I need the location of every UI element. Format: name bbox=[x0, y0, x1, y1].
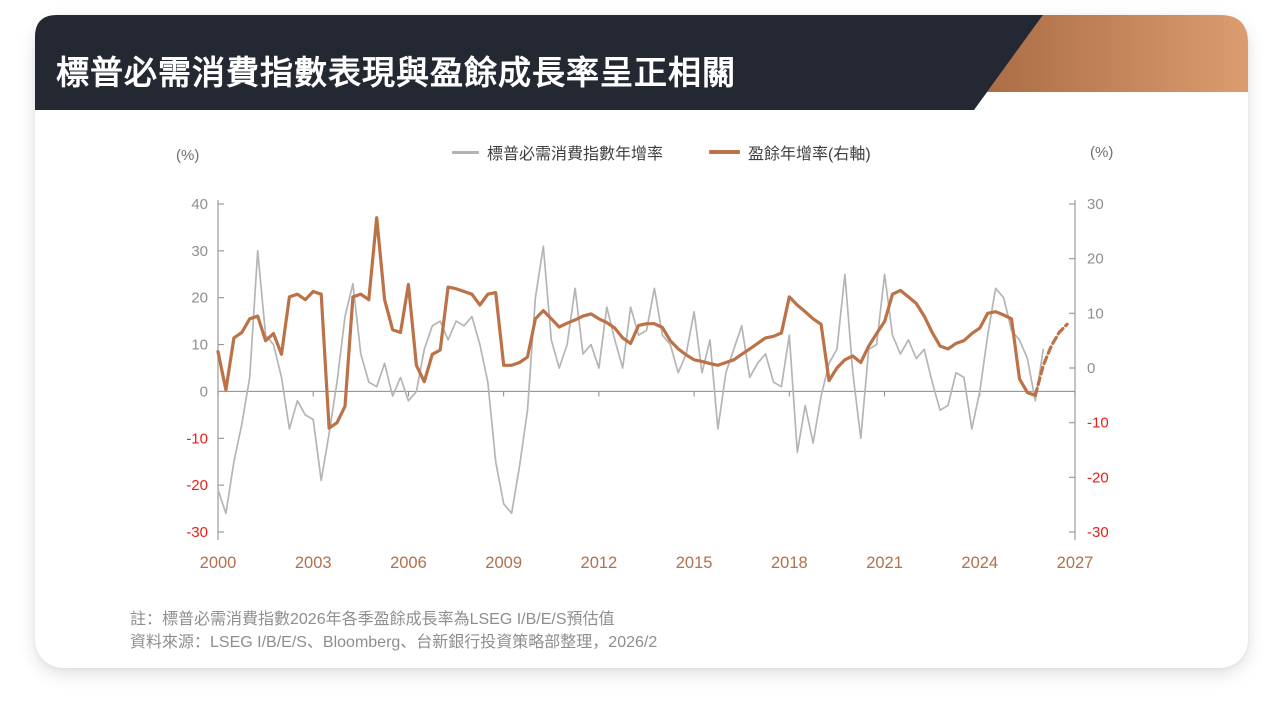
left-axis-tick-label: 0 bbox=[200, 383, 208, 400]
legend-label-earnings: 盈餘年增率(右軸) bbox=[748, 146, 871, 163]
x-axis-year-label: 2021 bbox=[866, 554, 903, 572]
right-axis-unit: (%) bbox=[1090, 144, 1114, 161]
right-axis-tick-label: -10 bbox=[1087, 415, 1109, 432]
x-axis-year-label: 2003 bbox=[295, 554, 332, 572]
left-axis-tick-label: 10 bbox=[191, 337, 208, 354]
legend-item-earnings: 盈餘年增率(右軸) bbox=[709, 140, 871, 164]
header-banner bbox=[35, 15, 1248, 110]
right-axis-tick-label: -20 bbox=[1087, 469, 1109, 486]
header-bar-shape bbox=[35, 15, 1043, 110]
left-axis-tick-label: 30 bbox=[191, 243, 208, 260]
header-accent-shape bbox=[987, 15, 1248, 92]
right-axis-tick-label: 0 bbox=[1087, 360, 1095, 377]
x-axis-year-label: 2012 bbox=[581, 554, 618, 572]
left-axis-tick-label: -10 bbox=[186, 430, 208, 447]
x-axis-year-label: 2027 bbox=[1057, 554, 1094, 572]
index-yoy-line bbox=[217, 245, 1045, 515]
page-title: 標普必需消費指數表現與盈餘成長率呈正相關 bbox=[56, 54, 736, 91]
right-axis-tick-label: -30 bbox=[1087, 524, 1109, 541]
legend-item-index: 標普必需消費指數年增率 bbox=[452, 140, 663, 164]
chart-legend: 標普必需消費指數年增率 盈餘年增率(右軸) bbox=[452, 140, 871, 164]
left-axis-tick-label: -20 bbox=[186, 477, 208, 494]
x-axis-year-label: 2000 bbox=[200, 554, 237, 572]
chart-card bbox=[35, 15, 1248, 668]
x-axis-year-label: 2009 bbox=[485, 554, 522, 572]
x-axis-year-label: 2018 bbox=[771, 554, 808, 572]
right-axis-tick-label: 10 bbox=[1087, 305, 1104, 322]
legend-label-index: 標普必需消費指數年增率 bbox=[487, 146, 664, 163]
chart-area: 40 30 20 10 0 -10 -20 -30 30 20 10 0 -10 -20 -30 2000 20… bbox=[165, 140, 1120, 580]
left-axis-tick-label: -30 bbox=[186, 524, 208, 541]
left-axis-tick-label: 20 bbox=[191, 290, 208, 307]
right-axis-tick-label: 20 bbox=[1087, 251, 1104, 268]
earnings-yoy-forecast-line bbox=[1033, 322, 1069, 397]
x-axis-year-label: 2006 bbox=[390, 554, 427, 572]
footnote-note: 註：標普必需消費指數2026年各季盈餘成長率為LSEG I/B/E/S預估值 bbox=[130, 611, 615, 628]
x-axis-year-label: 2024 bbox=[961, 554, 998, 572]
right-axis-tick-label: 30 bbox=[1087, 196, 1104, 213]
line-chart: 40 30 20 10 0 -10 -20 -30 30 20 10 0 -10 -20 -30 2000 20… bbox=[186, 196, 1109, 572]
x-axis-year-label: 2015 bbox=[676, 554, 713, 572]
footnote-source: 資料來源：LSEG I/B/E/S、Bloomberg、台新銀行投資策略部整理，… bbox=[130, 634, 658, 651]
footnotes: 註：標普必需消費指數2026年各季盈餘成長率為LSEG I/B/E/S預估值 資… bbox=[130, 608, 657, 654]
left-axis-unit: (%) bbox=[176, 147, 200, 164]
gray-line-swatch-icon bbox=[452, 150, 479, 154]
earnings-yoy-line bbox=[216, 216, 1037, 430]
orange-line-swatch-icon bbox=[709, 150, 741, 154]
left-axis-tick-label: 40 bbox=[191, 196, 208, 213]
